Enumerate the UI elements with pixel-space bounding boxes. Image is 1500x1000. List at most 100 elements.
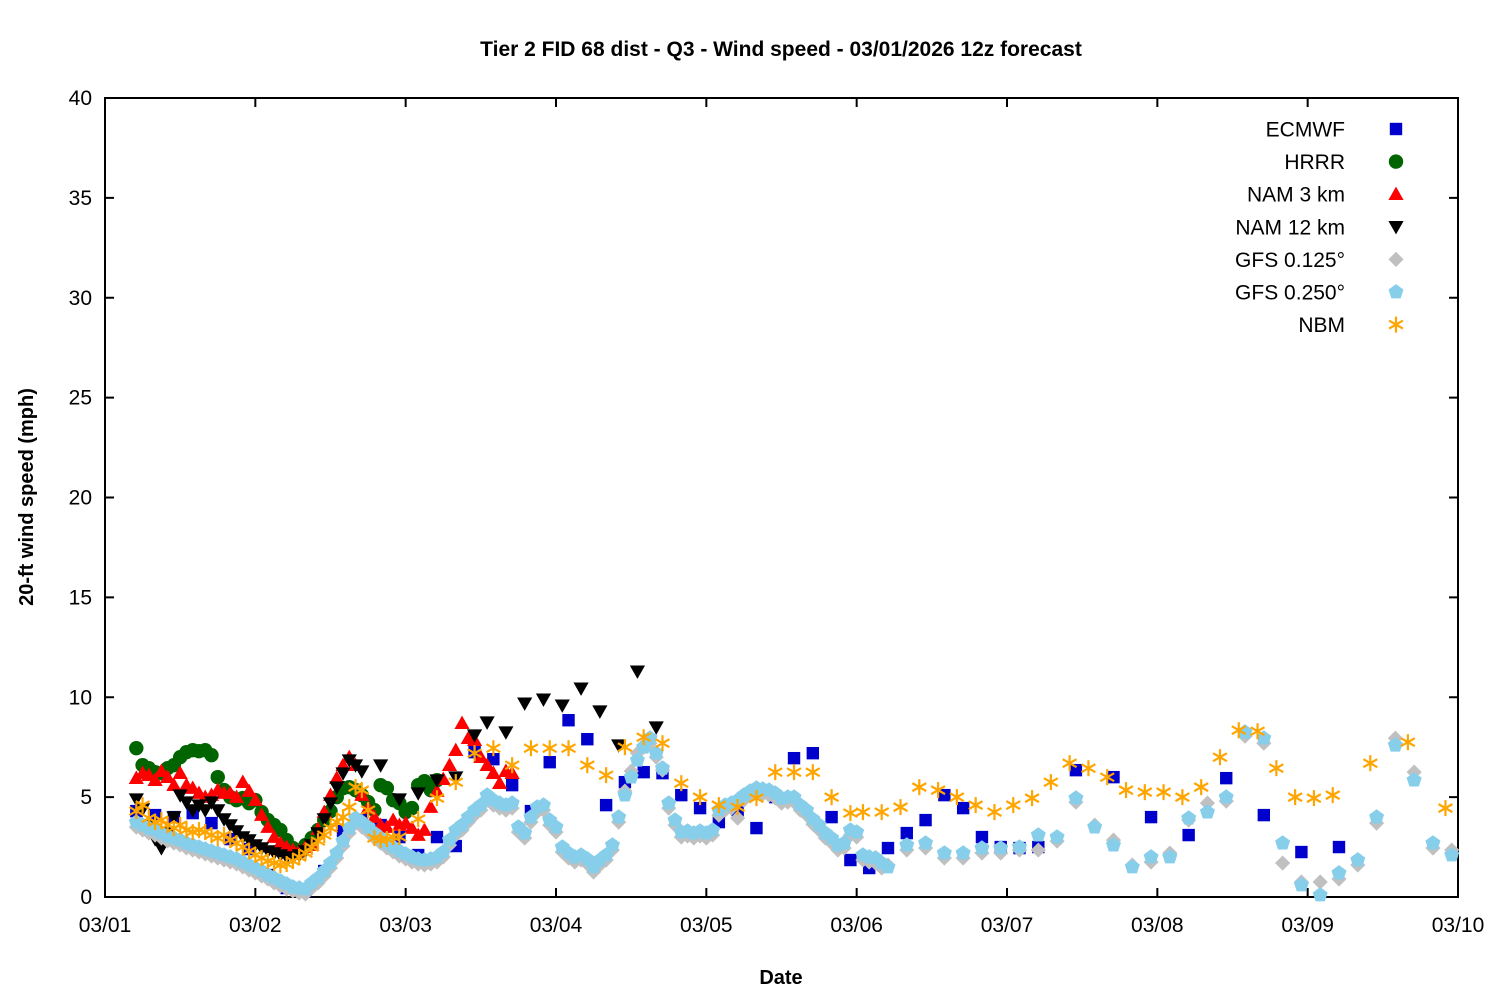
point-asterisk — [1174, 789, 1190, 806]
point-triangle-down — [166, 811, 182, 825]
point-triangle-down — [329, 781, 345, 795]
chart-title: Tier 2 FID 68 dist - Q3 - Wind speed - 0… — [480, 38, 1082, 61]
point-pentagon — [667, 812, 683, 827]
point-asterisk — [598, 767, 614, 784]
point-triangle-down — [172, 789, 188, 803]
y-tick-label: 15 — [69, 586, 92, 609]
point-asterisk — [172, 817, 188, 834]
point-pentagon — [880, 859, 896, 874]
point-pentagon — [617, 787, 633, 802]
point-asterisk — [310, 833, 326, 850]
point-asterisk — [930, 782, 946, 799]
point-triangle-up — [147, 772, 163, 786]
plot-points — [128, 665, 1460, 902]
point-square — [844, 853, 857, 867]
point-pentagon — [974, 840, 990, 855]
point-pentagon — [435, 844, 451, 859]
point-asterisk — [968, 797, 984, 814]
point-asterisk — [1024, 790, 1040, 807]
point-square — [1069, 763, 1083, 777]
point-triangle-up — [153, 763, 169, 777]
legend-marker-asterisk — [1388, 316, 1404, 333]
legend-label: GFS 0.125° — [1235, 249, 1345, 272]
point-asterisk — [1250, 723, 1266, 740]
point-pentagon — [1293, 877, 1309, 892]
point-triangle-down — [322, 797, 339, 811]
point-square — [1144, 810, 1158, 824]
point-asterisk — [767, 764, 783, 781]
point-triangle-up — [441, 757, 458, 771]
point-asterisk — [1287, 789, 1303, 806]
point-asterisk — [391, 829, 407, 846]
point-square — [430, 830, 444, 844]
point-pentagon — [1199, 804, 1215, 819]
point-triangle-down — [629, 665, 646, 679]
legend-marker-triangle-up — [1388, 186, 1404, 200]
point-triangle-up — [241, 783, 257, 797]
point-square — [750, 821, 763, 835]
point-pentagon — [1425, 835, 1441, 850]
point-circle — [129, 740, 144, 756]
legend-label: HRRR — [1284, 151, 1345, 174]
point-triangle-up — [404, 820, 420, 834]
point-pentagon — [623, 769, 639, 784]
point-pentagon — [936, 845, 952, 860]
point-pentagon — [329, 845, 345, 860]
point-triangle-down — [429, 774, 445, 788]
point-square — [1107, 770, 1120, 784]
point-square — [919, 813, 932, 827]
point-asterisk — [1118, 782, 1134, 799]
point-triangle-down — [648, 721, 664, 735]
point-diamond — [1275, 855, 1291, 871]
legend-marker-pentagon — [1388, 284, 1404, 299]
point-asterisk — [135, 797, 151, 814]
point-triangle-up — [479, 757, 495, 771]
point-pentagon — [705, 822, 721, 837]
point-pentagon — [1350, 852, 1366, 867]
point-triangle-down — [354, 765, 370, 779]
point-pentagon — [1162, 849, 1178, 864]
point-square — [1220, 771, 1233, 785]
point-pentagon — [1087, 819, 1103, 834]
point-pentagon — [1068, 790, 1084, 805]
point-asterisk — [655, 735, 670, 752]
point-asterisk — [711, 797, 727, 814]
point-pentagon — [1049, 829, 1065, 844]
y-axis-label: 20-ft wind speed (mph) — [16, 388, 38, 606]
point-triangle-down — [611, 739, 627, 753]
x-tick-label: 03/05 — [680, 914, 733, 937]
y-tick-label: 20 — [69, 487, 92, 510]
point-pentagon — [799, 802, 815, 817]
point-asterisk — [874, 804, 890, 821]
point-asterisk — [1231, 722, 1247, 739]
point-asterisk — [1043, 774, 1059, 791]
point-square — [487, 752, 500, 766]
point-pentagon — [1312, 887, 1328, 902]
point-pentagon — [1012, 839, 1027, 854]
point-pentagon — [655, 760, 670, 775]
point-triangle-down — [197, 804, 213, 818]
legend-marker-triangle-down — [1388, 221, 1404, 235]
point-asterisk — [323, 820, 338, 837]
y-tick-label: 10 — [69, 686, 92, 709]
legend-marker-diamond — [1388, 251, 1404, 267]
x-tick-label: 03/02 — [229, 914, 282, 937]
point-asterisk — [1062, 755, 1078, 772]
point-pentagon — [604, 837, 620, 852]
point-square — [787, 751, 801, 765]
point-asterisk — [911, 779, 927, 796]
point-square — [1257, 808, 1271, 822]
legend-entry: NAM 12 km — [1235, 216, 1404, 239]
point-square — [881, 841, 895, 855]
legend-label: GFS 0.250° — [1235, 282, 1345, 305]
point-triangle-down — [128, 793, 144, 807]
point-pentagon — [1030, 827, 1046, 842]
point-asterisk — [1306, 790, 1322, 807]
point-square — [675, 788, 688, 802]
point-square — [599, 798, 613, 812]
point-pentagon — [1387, 737, 1403, 752]
point-triangle-down — [517, 697, 533, 711]
y-tick-label: 0 — [80, 886, 92, 909]
point-asterisk — [1005, 797, 1021, 814]
point-circle — [379, 780, 395, 796]
